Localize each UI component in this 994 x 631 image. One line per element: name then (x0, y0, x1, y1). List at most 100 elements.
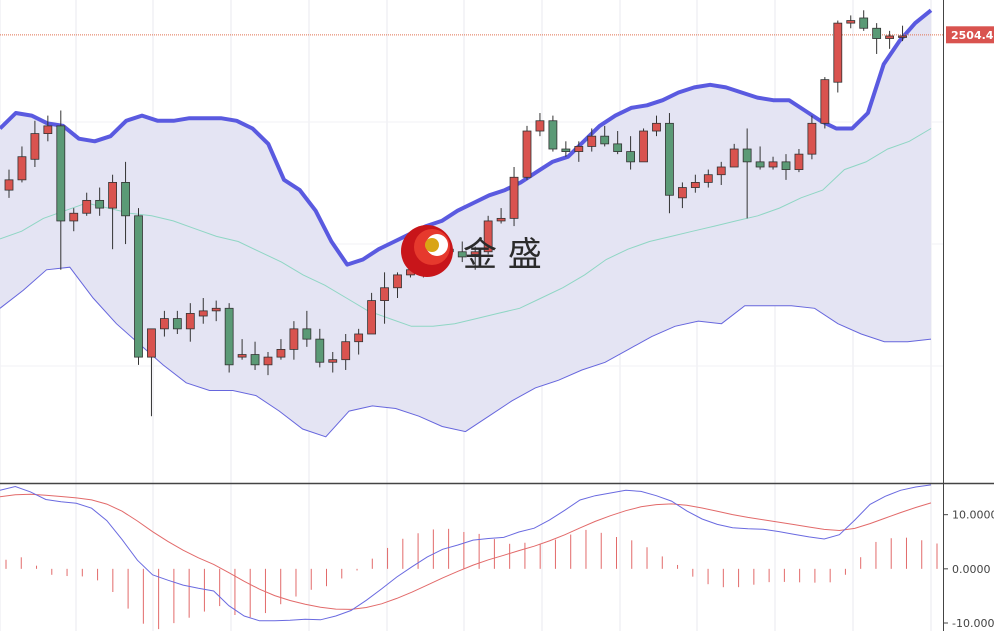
candle-up-body (496, 217, 506, 222)
candle (147, 328, 156, 417)
candle-up-body (639, 130, 648, 163)
candle-down-body (315, 338, 325, 363)
candle (4, 169, 14, 198)
candle (885, 30, 894, 49)
candle-up-body (716, 166, 726, 176)
candle (224, 303, 234, 373)
candle-up-body (263, 356, 273, 366)
candle (354, 328, 364, 355)
macd-dea-line (0, 493, 932, 610)
candle (652, 115, 661, 137)
candle (198, 298, 208, 324)
candle (185, 303, 195, 342)
watermark: 金 盛 (401, 225, 542, 277)
bollinger-upper-line (0, 8, 933, 267)
candle-up-body (4, 179, 14, 191)
candle-up-body (587, 135, 597, 147)
candle (872, 23, 882, 54)
candle-down-body (224, 307, 234, 366)
macd-dif-line (0, 484, 932, 622)
candle (380, 272, 389, 324)
candle-down-body (95, 199, 105, 209)
candle (56, 110, 66, 270)
candle-up-body (652, 122, 661, 132)
candle-up-body (289, 328, 299, 350)
candle-up-body (17, 156, 27, 181)
candle-up-body (147, 328, 156, 358)
candle-up-body (833, 22, 843, 83)
current-price-label: 2504.44 (951, 29, 994, 42)
candle (729, 143, 739, 168)
candle (172, 310, 182, 334)
candle (794, 149, 804, 173)
candle-up-body (703, 174, 713, 183)
candle-down-body (172, 318, 182, 330)
candlestick-series (4, 10, 907, 417)
candle-up-body (820, 79, 830, 124)
candle-down-body (121, 182, 130, 217)
candle (237, 339, 247, 360)
candle-down-body (302, 328, 312, 340)
candle-down-body (548, 120, 558, 150)
bollinger-lower-line (0, 266, 932, 438)
candle-up-body (328, 359, 338, 363)
candle-up-body (341, 341, 351, 361)
candle (781, 154, 791, 180)
candle-down-body (755, 161, 765, 168)
candle (690, 174, 700, 193)
candle (134, 208, 143, 365)
candle-up-body (574, 146, 584, 152)
watermark-logo-icon (401, 225, 453, 277)
macd-y-tick-label: 0.0000 (952, 563, 991, 576)
candle (768, 156, 778, 170)
candle (574, 141, 584, 162)
candle-up-body (393, 274, 402, 289)
candle-up-body (30, 133, 40, 160)
macd-y-tick-label: 10.0000 (952, 509, 994, 522)
candle-up-body (885, 35, 894, 39)
candle (470, 246, 480, 270)
candle-up-body (198, 310, 208, 317)
candle (716, 161, 726, 185)
candle (859, 10, 869, 31)
candle (496, 208, 506, 224)
candle (587, 128, 597, 152)
candle (82, 192, 92, 216)
candle-up-body (807, 122, 817, 155)
macd-panel (0, 484, 938, 630)
candle-down-body (56, 125, 66, 222)
candle-up-body (108, 182, 117, 209)
candle-up-body (729, 148, 739, 168)
candle (639, 128, 648, 163)
candle (341, 333, 351, 370)
candle (483, 215, 493, 255)
candle (846, 15, 856, 29)
candle-down-body (250, 354, 260, 366)
candle-down-body (665, 122, 674, 196)
candle-down-body (613, 143, 623, 152)
candle-down-body (781, 161, 791, 170)
candle-down-body (859, 17, 869, 29)
candle (108, 174, 117, 250)
candle (807, 115, 817, 160)
candle-down-body (626, 151, 635, 163)
candle-up-body (522, 130, 532, 178)
candle (328, 351, 338, 373)
candle-up-body (276, 349, 286, 358)
candle-up-body (509, 176, 519, 219)
candle (367, 292, 377, 335)
candle (678, 182, 687, 209)
candle-up-body (211, 307, 221, 312)
candle (69, 208, 79, 232)
candle (820, 77, 830, 129)
candle (703, 169, 713, 188)
candle (30, 120, 40, 167)
candle (742, 128, 752, 219)
candle-up-body (535, 120, 545, 132)
candle-up-body (846, 20, 856, 24)
candle (276, 339, 286, 360)
candle (315, 328, 325, 368)
candle-down-body (600, 135, 610, 145)
candle (665, 113, 674, 214)
